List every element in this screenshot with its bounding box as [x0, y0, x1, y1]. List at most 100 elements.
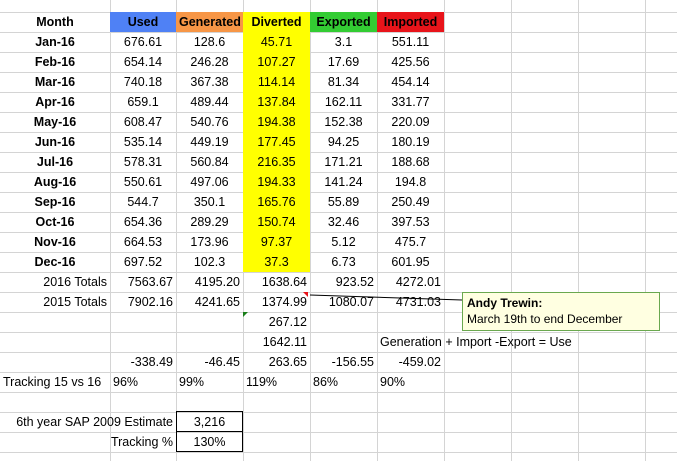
- totals-2015-used[interactable]: 7902.16: [127, 295, 173, 309]
- generated-cell[interactable]: 560.84: [190, 155, 229, 169]
- exported-cell[interactable]: 55.89: [327, 195, 360, 209]
- difference-generated[interactable]: -46.45: [204, 355, 240, 369]
- month-cell[interactable]: Oct-16: [35, 215, 75, 229]
- diverted-extra-1[interactable]: 267.12: [268, 315, 307, 329]
- imported-cell[interactable]: 194.8: [394, 175, 427, 189]
- used-cell[interactable]: 535.14: [123, 135, 163, 149]
- totals-2016-used[interactable]: 7563.67: [127, 275, 173, 289]
- imported-cell[interactable]: 220.09: [391, 115, 430, 129]
- generated-cell[interactable]: 246.28: [190, 55, 229, 69]
- comment-note[interactable]: Andy Trewin: March 19th to end December: [462, 292, 660, 331]
- used-cell[interactable]: 654.36: [123, 215, 163, 229]
- exported-cell[interactable]: 6.73: [331, 255, 356, 269]
- imported-cell[interactable]: 180.19: [391, 135, 430, 149]
- generated-cell[interactable]: 449.19: [190, 135, 229, 149]
- comment-indicator[interactable]: [303, 292, 308, 297]
- generated-cell[interactable]: 497.06: [190, 175, 229, 189]
- exported-cell[interactable]: 5.12: [331, 235, 356, 249]
- generated-cell[interactable]: 289.29: [190, 215, 229, 229]
- difference-diverted[interactable]: 263.65: [268, 355, 307, 369]
- exported-cell[interactable]: 3.1: [334, 35, 353, 49]
- generated-cell[interactable]: 540.76: [190, 115, 229, 129]
- totals-2015-generated[interactable]: 4241.65: [194, 295, 240, 309]
- totals-2016-exported[interactable]: 923.52: [335, 275, 374, 289]
- tracking-used[interactable]: 96%: [113, 375, 139, 389]
- generated-cell[interactable]: 367.38: [190, 75, 229, 89]
- exported-cell[interactable]: 152.38: [324, 115, 363, 129]
- exported-cell[interactable]: 17.69: [327, 55, 360, 69]
- totals-2016-label[interactable]: 2016 Totals: [43, 275, 107, 289]
- diverted-cell[interactable]: 114.14: [257, 75, 296, 89]
- difference-imported[interactable]: -459.02: [398, 355, 441, 369]
- diverted-extra-2[interactable]: 1642.11: [262, 335, 307, 349]
- diverted-cell[interactable]: 150.74: [257, 215, 296, 229]
- formula-text[interactable]: Generation + Import -Export = Use: [380, 335, 572, 349]
- diverted-cell[interactable]: 165.76: [257, 195, 296, 209]
- totals-2016-generated[interactable]: 4195.20: [194, 275, 240, 289]
- month-cell[interactable]: Feb-16: [34, 55, 76, 69]
- tracking-percent-value[interactable]: 130%: [193, 435, 226, 449]
- imported-cell[interactable]: 601.95: [391, 255, 430, 269]
- imported-cell[interactable]: 188.68: [391, 155, 430, 169]
- header-used[interactable]: Used: [127, 15, 159, 29]
- used-cell[interactable]: 740.18: [123, 75, 163, 89]
- exported-cell[interactable]: 94.25: [327, 135, 360, 149]
- generated-cell[interactable]: 350.1: [193, 195, 226, 209]
- sap-estimate-value[interactable]: 3,216: [193, 415, 226, 429]
- header-generated[interactable]: Generated: [179, 15, 241, 29]
- header-diverted[interactable]: Diverted: [251, 15, 302, 29]
- header-month[interactable]: Month: [36, 15, 74, 29]
- diverted-cell[interactable]: 137.84: [257, 95, 296, 109]
- tracking-exported[interactable]: 86%: [313, 375, 339, 389]
- used-cell[interactable]: 544.7: [127, 195, 159, 209]
- header-exported[interactable]: Exported: [316, 15, 371, 29]
- used-cell[interactable]: 697.52: [123, 255, 163, 269]
- used-cell[interactable]: 654.14: [123, 55, 163, 69]
- totals-2015-diverted[interactable]: 1374.99: [261, 295, 307, 309]
- diverted-cell[interactable]: 107.27: [257, 55, 296, 69]
- month-cell[interactable]: Nov-16: [34, 235, 76, 249]
- imported-cell[interactable]: 551.11: [391, 35, 430, 49]
- header-imported[interactable]: Imported: [383, 15, 438, 29]
- diverted-cell[interactable]: 45.71: [260, 35, 293, 49]
- totals-2015-exported[interactable]: 1080.07: [328, 295, 374, 309]
- generated-cell[interactable]: 489.44: [190, 95, 229, 109]
- used-cell[interactable]: 659.1: [127, 95, 159, 109]
- diverted-cell[interactable]: 177.45: [257, 135, 296, 149]
- generated-cell[interactable]: 173.96: [190, 235, 229, 249]
- used-cell[interactable]: 550.61: [123, 175, 163, 189]
- tracking-imported[interactable]: 90%: [380, 375, 406, 389]
- difference-exported[interactable]: -156.55: [331, 355, 374, 369]
- month-cell[interactable]: Jun-16: [34, 135, 76, 149]
- imported-cell[interactable]: 475.7: [394, 235, 427, 249]
- diverted-cell[interactable]: 37.3: [264, 255, 289, 269]
- exported-cell[interactable]: 141.24: [324, 175, 363, 189]
- exported-cell[interactable]: 32.46: [327, 215, 360, 229]
- generated-cell[interactable]: 128.6: [193, 35, 226, 49]
- exported-cell[interactable]: 171.21: [324, 155, 363, 169]
- imported-cell[interactable]: 331.77: [391, 95, 430, 109]
- diverted-cell[interactable]: 216.35: [257, 155, 296, 169]
- imported-cell[interactable]: 250.49: [391, 195, 430, 209]
- month-cell[interactable]: May-16: [33, 115, 77, 129]
- month-cell[interactable]: Jul-16: [36, 155, 74, 169]
- month-cell[interactable]: Apr-16: [35, 95, 75, 109]
- tracking-label[interactable]: Tracking 15 vs 16: [3, 375, 102, 389]
- imported-cell[interactable]: 397.53: [391, 215, 430, 229]
- totals-2016-imported[interactable]: 4272.01: [395, 275, 441, 289]
- used-cell[interactable]: 608.47: [123, 115, 163, 129]
- tracking-generated[interactable]: 99%: [179, 375, 205, 389]
- sap-estimate-label[interactable]: 6th year SAP 2009 Estimate: [16, 415, 173, 429]
- tracking-diverted[interactable]: 119%: [246, 375, 278, 389]
- used-cell[interactable]: 578.31: [123, 155, 163, 169]
- imported-cell[interactable]: 425.56: [391, 55, 430, 69]
- diverted-cell[interactable]: 97.37: [260, 235, 293, 249]
- totals-2016-diverted[interactable]: 1638.64: [261, 275, 307, 289]
- exported-cell[interactable]: 162.11: [324, 95, 363, 109]
- month-cell[interactable]: Aug-16: [33, 175, 77, 189]
- generated-cell[interactable]: 102.3: [193, 255, 226, 269]
- month-cell[interactable]: Sep-16: [34, 195, 76, 209]
- diverted-cell[interactable]: 194.38: [257, 115, 296, 129]
- month-cell[interactable]: Dec-16: [34, 255, 76, 269]
